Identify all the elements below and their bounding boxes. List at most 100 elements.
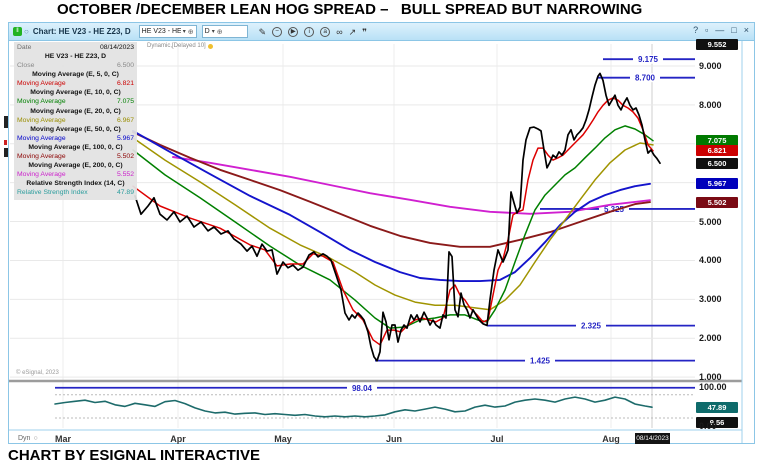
minimize-button[interactable]: — (715, 25, 725, 35)
panel-row-label: Moving Average (17, 171, 66, 179)
connection-status-icon: ‖ (13, 27, 22, 36)
chart-toolbar: ✎ − ▶ i a ∞ ↗ ❞ (258, 26, 368, 37)
interval-clock-icon: ⊕ (216, 28, 223, 36)
panel-row: Moving Average (E, 100, 0, C) (17, 144, 134, 153)
panel-row: Moving Average (E, 20, 0, C) (17, 108, 134, 117)
clock-icon: ○ (24, 27, 29, 36)
panel-row: Close 6.500 (17, 62, 134, 71)
price-badge: 6.821 (696, 145, 738, 157)
panel-row-label: Moving Average (17, 80, 66, 88)
interval-dropdown[interactable]: D ▾ ⊕ (201, 25, 248, 38)
delay-indicator-icon (207, 43, 213, 49)
panel-row-label: Date (17, 44, 32, 51)
window-title: Chart: HE V23 - HE Z23, D (32, 27, 131, 36)
chevron-down-icon: ▾ (211, 29, 215, 35)
price-badge: 5.502 (696, 196, 738, 208)
panel-row-label: Relative Strength Index (17, 189, 88, 197)
indicator-legend-panel: Date 08/14/2023 HE V23 - HE Z23, D Close 6.5… (14, 42, 137, 200)
price-badge: 9.56 (696, 416, 738, 428)
symbol-link-icon: ⊕ (187, 28, 194, 36)
panel-row-header: Moving Average (E, 50, 0, C) (30, 125, 121, 133)
x-axis-month-label: May (274, 434, 292, 444)
panel-row: Moving Average 5.967 (17, 135, 134, 144)
panel-row-label: Moving Average (17, 116, 66, 124)
panel-row-header: Moving Average (E, 10, 0, C) (30, 89, 121, 97)
panel-row: HE V23 - HE Z23, D (17, 53, 134, 62)
close-button[interactable]: × (743, 25, 749, 35)
panel-row: Moving Average 6.967 (17, 117, 134, 126)
y-axis-tick-label: 5.000 (699, 216, 722, 227)
panel-row-value: 6.967 (116, 116, 134, 124)
price-badge: 47.89 (696, 401, 738, 413)
x-axis-month-label: Apr (170, 434, 186, 444)
draw-pencil-icon[interactable]: ✎ (258, 26, 267, 37)
panel-row-label: Moving Average (17, 152, 66, 160)
info-icon[interactable]: i (304, 26, 315, 37)
price-badge: 6.500 (696, 157, 738, 169)
window-controls: ? ▫ — □ × (693, 25, 749, 35)
panel-row-value: 5.552 (116, 171, 134, 179)
zoom-out-icon[interactable]: − (272, 26, 283, 37)
y-axis-tick-label: 2.000 (699, 333, 722, 344)
panel-row-value: 6.500 (116, 62, 134, 70)
maximize-button[interactable]: □ (731, 25, 737, 35)
x-axis-month-label: Mar (54, 434, 71, 444)
chevron-down-icon: ▾ (182, 29, 186, 35)
play-icon[interactable]: ▶ (288, 26, 299, 37)
panel-row: Moving Average (E, 200, 0, C) (17, 162, 134, 171)
chart-edge-marker (4, 140, 7, 145)
panel-row-header: Moving Average (E, 200, 0, C) (28, 162, 123, 170)
panel-row: Moving Average 5.552 (17, 171, 134, 180)
panel-row-value: 08/14/2023 (99, 44, 134, 51)
panel-row-label: Close (17, 62, 35, 70)
link-icon[interactable]: ∞ (336, 26, 343, 37)
page-title: OCTOBER /DECEMBER LEAN HOG SPREAD – BULL… (57, 1, 643, 18)
panel-row-value: 7.075 (116, 98, 134, 106)
panel-row-header: HE V23 - HE Z23, D (44, 53, 107, 61)
panel-row-label: Moving Average (17, 98, 66, 106)
panel-row-header: Moving Average (E, 100, 0, C) (28, 143, 123, 151)
symbol-dropdown[interactable]: HE V23 - HE... ▾ ⊕ (138, 25, 197, 38)
panel-row-value: 5.502 (116, 152, 134, 160)
y-axis-tick-label: 100.00 (699, 382, 727, 392)
panel-row-header: Relative Strength Index (14, C) (26, 180, 125, 188)
x-axis-month-label: Jun (385, 434, 402, 444)
export-icon[interactable]: ↗ (348, 26, 357, 37)
panel-row: Moving Average (E, 10, 0, C) (17, 89, 134, 98)
panel-row-header: Moving Average (E, 5, 0, C) (32, 71, 119, 79)
panel-row: Moving Average (E, 50, 0, C) (17, 126, 134, 135)
panel-row: Moving Average 7.075 (17, 98, 134, 107)
panel-row: Relative Strength Index 47.89 (17, 189, 134, 198)
annotation-icon[interactable]: a (320, 26, 331, 37)
price-badge: 9.552 (696, 39, 738, 51)
x-axis-month-label: Jul (490, 434, 504, 444)
y-axis-tick-label: 1.000 (699, 372, 722, 383)
panel-row-value: 5.967 (116, 134, 134, 142)
y-axis-tick-label: 0.00 (699, 420, 717, 431)
help-button[interactable]: ? (693, 25, 699, 35)
panel-row: Moving Average (E, 5, 0, C) (17, 71, 134, 80)
settings-gear-icon: ○ (33, 435, 38, 442)
y-axis-tick-label: 9.000 (699, 61, 722, 71)
panel-row: Moving Average 5.502 (17, 153, 134, 162)
dynamic-mode-label: Dyn ○ (18, 435, 38, 442)
y-axis-tick-label: 3.000 (699, 294, 722, 305)
x-axis-month-label: Aug (602, 434, 620, 444)
price-badge: 5.967 (696, 178, 738, 190)
page-caption: CHART BY ESIGNAL INTERACTIVE (8, 447, 260, 464)
panel-row: Relative Strength Index (14, C) (17, 180, 134, 189)
cursor-date-badge: 08/14/2023 (635, 433, 670, 444)
panel-row-value: 47.89 (116, 189, 134, 197)
price-badge: 7.075 (696, 135, 738, 147)
panel-row-label: Moving Average (17, 134, 66, 142)
chart-edge-marker (4, 148, 8, 157)
copyright-notice: © eSignal, 2023 (16, 370, 59, 376)
restore-button[interactable]: ▫ (705, 25, 709, 35)
panel-row: Moving Average 6.821 (17, 80, 134, 89)
panel-row-value: 6.821 (116, 80, 134, 88)
panel-row: Date 08/14/2023 (17, 44, 134, 53)
y-axis-tick-label: 4.000 (699, 255, 722, 266)
comment-icon[interactable]: ❞ (362, 26, 368, 37)
y-axis-tick-label: 8.000 (699, 99, 722, 110)
panel-row-header: Moving Average (E, 20, 0, C) (30, 107, 121, 115)
